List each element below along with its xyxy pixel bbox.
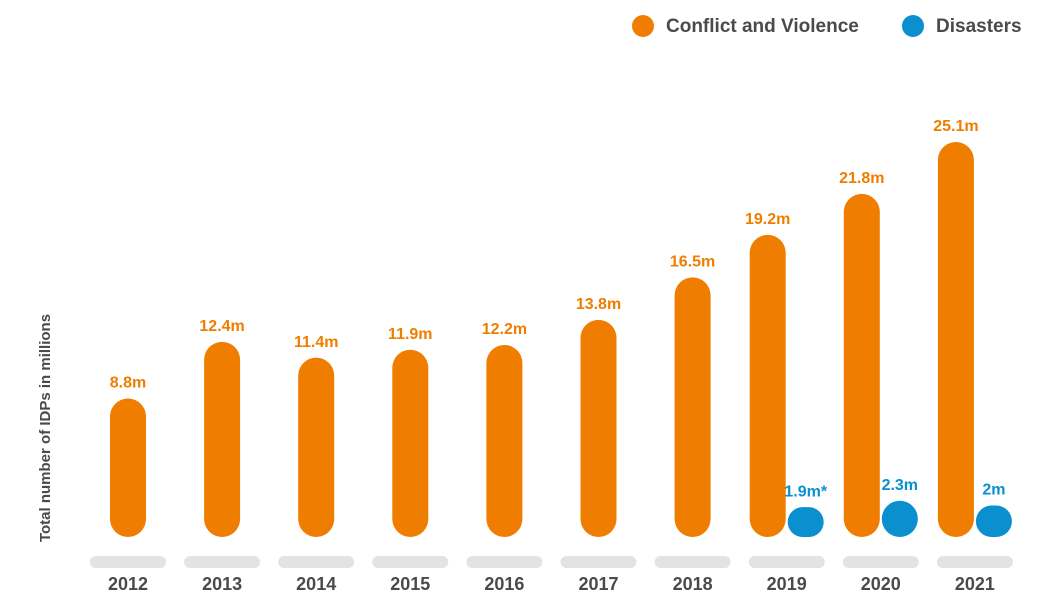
x-tick-label: 2012 xyxy=(108,574,148,594)
value-label: 11.9m xyxy=(388,326,432,343)
value-label: 1.9m* xyxy=(784,483,827,500)
x-tick-label: 2015 xyxy=(390,574,430,594)
legend-swatch xyxy=(632,15,654,37)
category-pill xyxy=(90,556,166,568)
bar xyxy=(749,234,786,537)
bar xyxy=(937,142,974,537)
value-label: 25.1m xyxy=(933,118,978,135)
x-tick-label: 2019 xyxy=(767,574,807,594)
legend-label: Conflict and Violence xyxy=(666,16,859,37)
legend-label: Disasters xyxy=(936,16,1022,37)
value-label: 2.3m xyxy=(882,477,918,494)
category-pill xyxy=(654,556,731,568)
category-pill xyxy=(466,556,543,568)
category-pill xyxy=(560,556,637,568)
category-pill xyxy=(278,556,355,568)
x-tick-label: 2021 xyxy=(955,574,995,594)
bar xyxy=(674,277,711,537)
category-pill xyxy=(748,556,825,568)
value-label: 12.2m xyxy=(482,321,527,338)
category-pill xyxy=(184,556,261,568)
legend-swatch xyxy=(902,15,924,37)
category-pill xyxy=(372,556,449,568)
bar xyxy=(298,357,335,537)
bar xyxy=(975,505,1012,537)
bar xyxy=(881,500,918,537)
x-tick-label: 2016 xyxy=(484,574,524,594)
bar xyxy=(392,349,429,537)
value-label: 21.8m xyxy=(839,170,884,187)
bar xyxy=(486,345,523,537)
x-tick-label: 2013 xyxy=(202,574,242,594)
value-label: 8.8m xyxy=(110,375,146,392)
x-tick-label: 2014 xyxy=(296,574,336,594)
bar xyxy=(580,319,617,537)
y-axis-label: Total number of IDPs in millions xyxy=(37,314,54,542)
value-label: 19.2m xyxy=(745,211,790,228)
bar xyxy=(787,507,824,537)
bar xyxy=(110,398,146,537)
category-pill xyxy=(842,556,919,568)
category-pill xyxy=(936,556,1013,568)
value-label: 13.8m xyxy=(576,296,621,313)
value-label: 11.4m xyxy=(294,334,338,351)
value-label: 16.5m xyxy=(670,254,715,271)
bar xyxy=(204,341,241,537)
value-label: 12.4m xyxy=(199,318,244,335)
x-tick-label: 2018 xyxy=(673,574,713,594)
bar xyxy=(843,193,880,538)
x-tick-label: 2017 xyxy=(578,574,618,594)
x-tick-label: 2020 xyxy=(861,574,901,594)
value-label: 2m xyxy=(982,482,1005,499)
